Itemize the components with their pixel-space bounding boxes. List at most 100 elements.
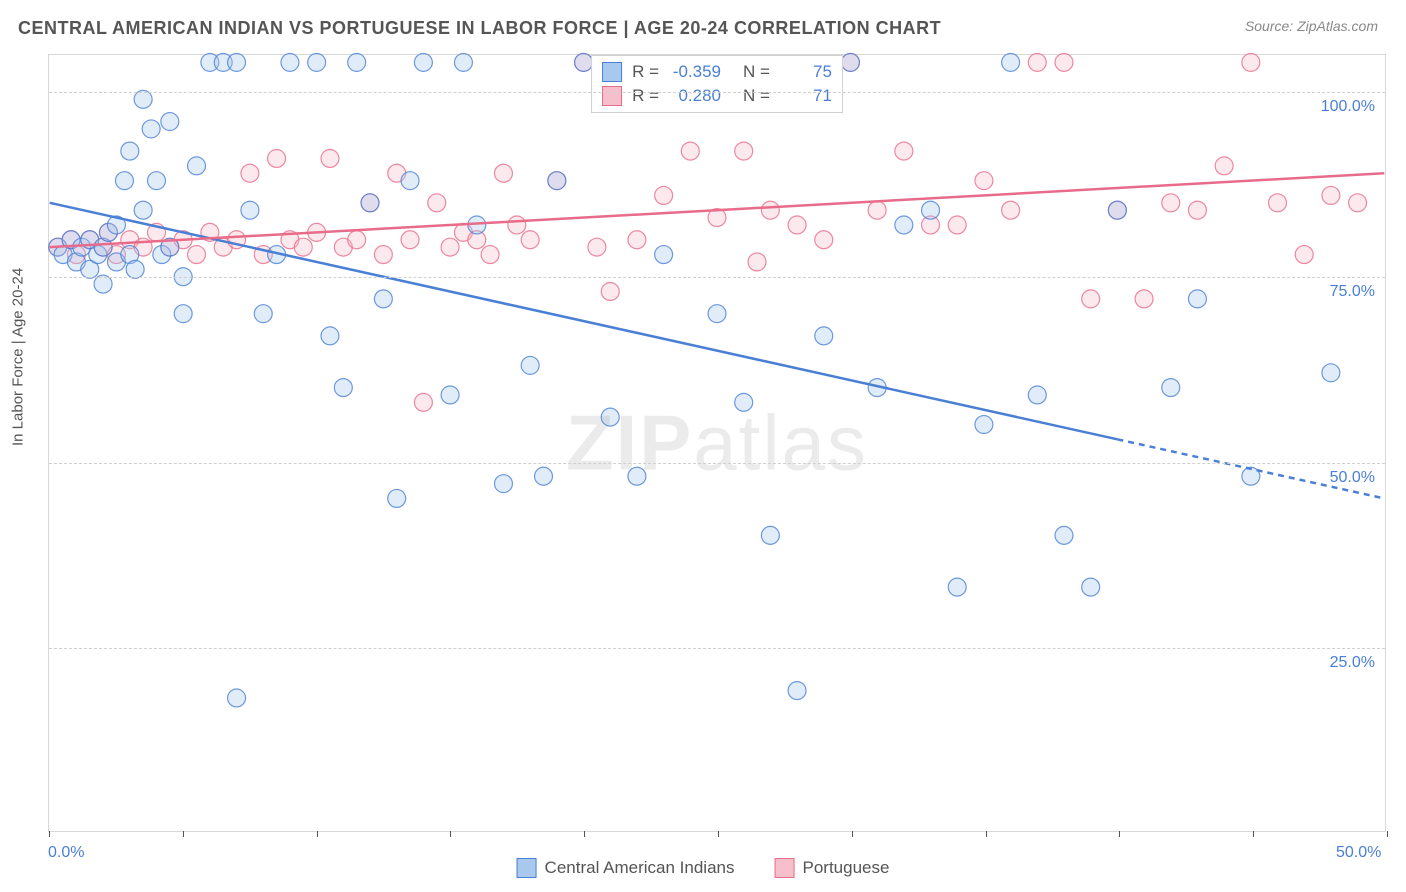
blue-legend-swatch [517, 858, 537, 878]
n-value: 75 [780, 62, 832, 82]
pink-point [788, 216, 806, 234]
pink-swatch [602, 86, 622, 106]
blue-point [535, 467, 553, 485]
y-tick-label: 50.0% [1330, 469, 1375, 487]
blue-point [334, 379, 352, 397]
y-tick-label: 25.0% [1330, 654, 1375, 672]
y-axis-label: In Labor Force | Age 20-24 [10, 268, 27, 446]
blue-point [134, 90, 152, 108]
gridline [49, 92, 1385, 93]
blue-point [1162, 379, 1180, 397]
blue-point [521, 356, 539, 374]
blue-point [188, 157, 206, 175]
r-label: R = [632, 86, 659, 106]
blue-point [374, 290, 392, 308]
pink-point [1028, 53, 1046, 71]
pink-point [1269, 194, 1287, 212]
blue-point [142, 120, 160, 138]
pink-point [1162, 194, 1180, 212]
pink-point [268, 149, 286, 167]
blue-point [975, 416, 993, 434]
pink-point [374, 246, 392, 264]
pink-point [348, 231, 366, 249]
pink-point [414, 393, 432, 411]
x-tick-mark [450, 831, 451, 837]
r-value: 0.280 [669, 86, 721, 106]
pink-point [241, 164, 259, 182]
pink-point [761, 201, 779, 219]
pink-point [1242, 53, 1260, 71]
pink-point [601, 283, 619, 301]
blue-point [241, 201, 259, 219]
blue-point [454, 53, 472, 71]
n-label: N = [743, 86, 770, 106]
x-tick-mark [183, 831, 184, 837]
blue-point [228, 53, 246, 71]
pink-point [1188, 201, 1206, 219]
blue-point [361, 194, 379, 212]
pink-point [494, 164, 512, 182]
blue-point [494, 475, 512, 493]
pink-point [735, 142, 753, 160]
pink-point [1322, 186, 1340, 204]
blue-swatch [602, 62, 622, 82]
pink-point [681, 142, 699, 160]
pink-point [521, 231, 539, 249]
pink-point [1135, 290, 1153, 308]
y-tick-label: 100.0% [1321, 98, 1375, 116]
source-credit: Source: ZipAtlas.com [1245, 18, 1378, 34]
blue-point [1055, 526, 1073, 544]
stats-box: R =-0.359N =75R =0.280N =71 [591, 55, 843, 113]
pink-point [1055, 53, 1073, 71]
blue-point [735, 393, 753, 411]
pink-point [655, 186, 673, 204]
blue-point [115, 172, 133, 190]
blue-point [1028, 386, 1046, 404]
blue-point [1002, 53, 1020, 71]
blue-point [308, 53, 326, 71]
pink-point [748, 253, 766, 271]
stats-row-pink: R =0.280N =71 [602, 84, 832, 108]
blue-point [228, 689, 246, 707]
legend: Central American Indians Portuguese [517, 858, 890, 878]
blue-point [788, 682, 806, 700]
pink-point [815, 231, 833, 249]
blue-point [321, 327, 339, 345]
blue-point [174, 305, 192, 323]
blue-point [895, 216, 913, 234]
blue-point [601, 408, 619, 426]
pink-point [1295, 246, 1313, 264]
x-tick-mark [317, 831, 318, 837]
chart-title: CENTRAL AMERICAN INDIAN VS PORTUGUESE IN… [18, 18, 941, 39]
blue-point [121, 142, 139, 160]
pink-point [1215, 157, 1233, 175]
blue-point [348, 53, 366, 71]
pink-point [428, 194, 446, 212]
y-tick-label: 75.0% [1330, 283, 1375, 301]
x-tick-mark [584, 831, 585, 837]
x-tick-mark [986, 831, 987, 837]
legend-label: Central American Indians [545, 858, 735, 878]
stats-row-blue: R =-0.359N =75 [602, 60, 832, 84]
pink-point [508, 216, 526, 234]
gridline [49, 463, 1385, 464]
blue-point [254, 305, 272, 323]
legend-label: Portuguese [802, 858, 889, 878]
x-tick-label: 0.0% [48, 844, 84, 862]
blue-point [1188, 290, 1206, 308]
r-label: R = [632, 62, 659, 82]
x-tick-mark [1253, 831, 1254, 837]
blue-point [922, 201, 940, 219]
pink-point [401, 231, 419, 249]
pink-point [1082, 290, 1100, 308]
pink-point [1002, 201, 1020, 219]
plot-svg [49, 55, 1385, 831]
blue-point [388, 489, 406, 507]
pink-point [441, 238, 459, 256]
blue-point [1108, 201, 1126, 219]
blue-point [948, 578, 966, 596]
plot-area: ZIPatlas R =-0.359N =75R =0.280N =71 [49, 55, 1385, 831]
x-tick-label: 50.0% [1336, 844, 1381, 862]
blue-point [1322, 364, 1340, 382]
pink-point [481, 246, 499, 264]
